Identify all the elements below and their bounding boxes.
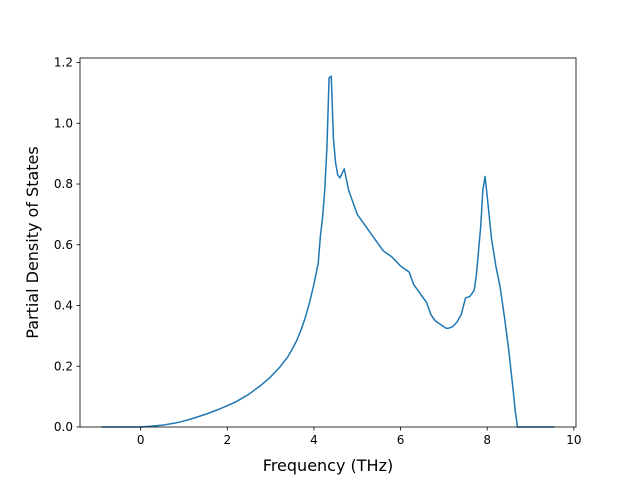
y-axis-ticks: 0.0 0.2 0.4 0.6 0.8 1.0 1.2: [54, 56, 80, 434]
y-axis-title: Partial Density of States: [23, 146, 42, 338]
y-tick-label: 0.0: [54, 420, 73, 434]
x-tick-label: 10: [566, 433, 581, 447]
y-tick-label: 0.8: [54, 177, 73, 191]
y-tick-label: 0.2: [54, 359, 73, 373]
plot-area-frame: [79, 57, 577, 428]
x-axis-ticks: 0 2 4 6 8 10: [137, 427, 581, 447]
y-tick-label: 0.4: [54, 299, 73, 313]
y-tick-label: 1.0: [54, 116, 73, 130]
pdos-series-line: [101, 75, 555, 428]
x-tick-label: 0: [137, 433, 145, 447]
x-tick-label: 6: [397, 433, 405, 447]
y-tick-label: 0.6: [54, 238, 73, 252]
x-tick-label: 2: [223, 433, 231, 447]
x-axis-title: Frequency (THz): [263, 456, 393, 475]
x-tick-label: 4: [310, 433, 318, 447]
y-tick-label: 1.2: [54, 56, 73, 70]
x-tick-label: 8: [483, 433, 491, 447]
